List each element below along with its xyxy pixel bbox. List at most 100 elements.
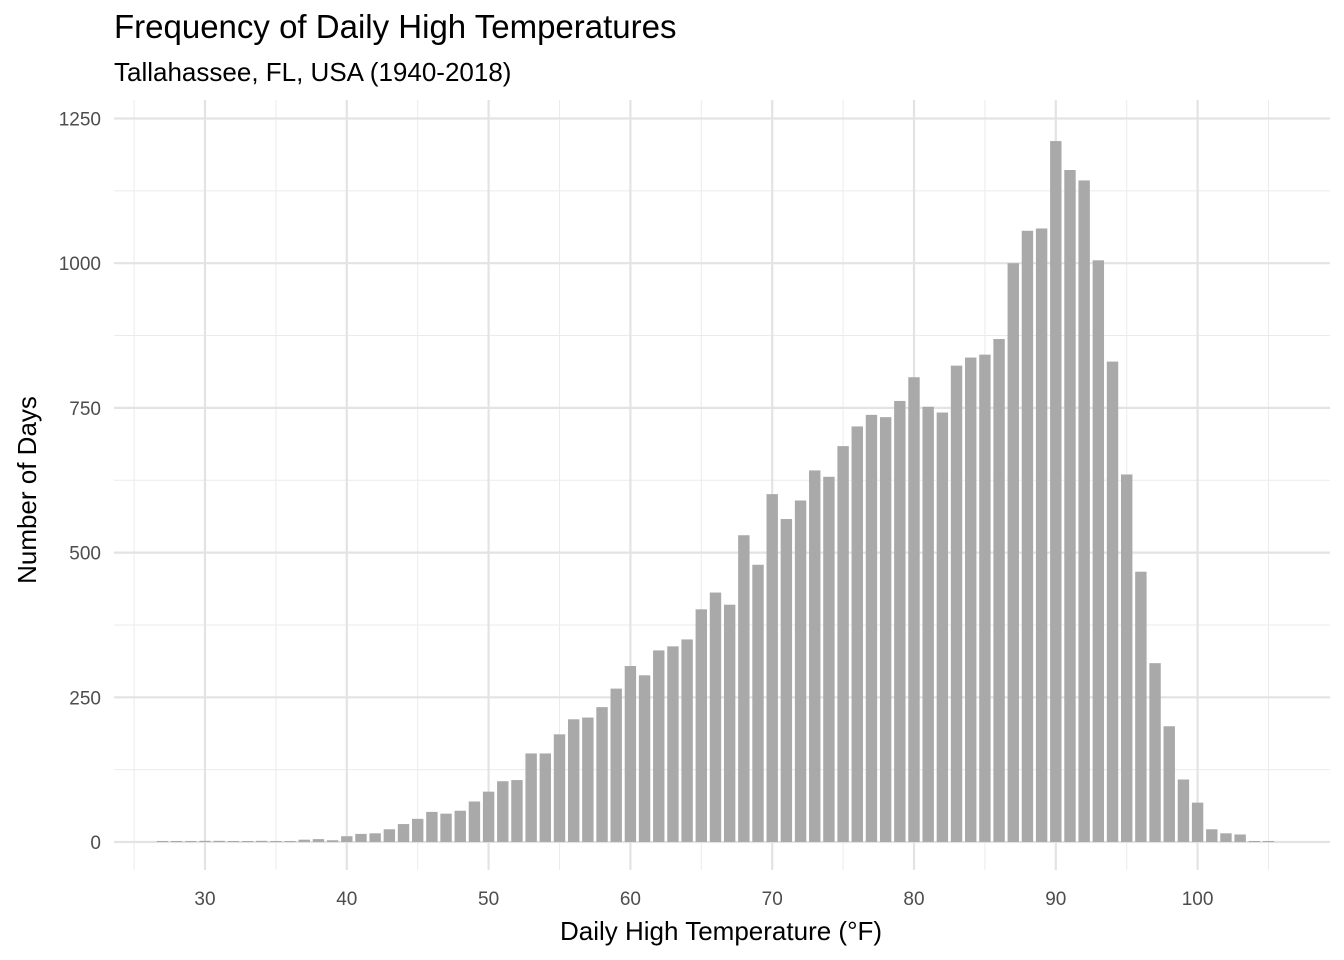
bar (851, 426, 863, 842)
bar (1135, 571, 1147, 842)
bar (794, 500, 807, 842)
bar (1064, 170, 1076, 843)
bar (525, 753, 537, 842)
bar (1007, 263, 1019, 842)
bar (397, 824, 410, 842)
y-tick-label: 750 (69, 399, 101, 420)
bar (170, 841, 183, 842)
bar (355, 833, 367, 842)
bar (468, 801, 481, 842)
bar (950, 365, 963, 842)
bar (1262, 841, 1275, 842)
x-axis-label: Daily High Temperature (°F) (560, 916, 882, 946)
bar (567, 719, 580, 842)
bar (312, 839, 325, 842)
bar (979, 354, 991, 842)
bar (156, 841, 169, 842)
bar (412, 818, 424, 842)
x-axis-ticks: 30 40 50 60 70 80 90 100 (194, 889, 1213, 910)
bar (326, 840, 339, 842)
bar (1078, 180, 1090, 843)
y-axis-ticks: 0 250 500 750 1000 1250 (59, 110, 101, 855)
bar (993, 339, 1005, 842)
bar (1021, 230, 1034, 842)
y-tick-label: 1000 (59, 254, 101, 275)
chart-title: Frequency of Daily High Temperatures (114, 8, 677, 45)
bar (440, 813, 452, 842)
bar (681, 639, 693, 842)
bar (965, 357, 977, 842)
bar (908, 377, 920, 842)
chart-subtitle: Tallahassee, FL, USA (1940-2018) (114, 57, 512, 87)
bar (1191, 802, 1204, 842)
x-tick-label: 90 (1045, 889, 1066, 910)
x-tick-label: 30 (194, 889, 215, 910)
bar (1234, 834, 1246, 842)
bar (709, 592, 722, 842)
bar (780, 519, 793, 842)
x-tick-label: 70 (762, 889, 783, 910)
bar (582, 717, 594, 842)
bar (653, 650, 665, 842)
bar (553, 734, 566, 842)
bar (298, 839, 310, 842)
bar (596, 707, 608, 842)
bar (369, 833, 381, 842)
x-tick-label: 80 (903, 889, 924, 910)
bar (539, 753, 552, 842)
bar (454, 810, 466, 842)
bar (511, 780, 523, 842)
bar (837, 446, 849, 842)
x-tick-label: 50 (478, 889, 499, 910)
bar (227, 841, 240, 842)
bar (1163, 726, 1175, 842)
bar (922, 406, 934, 842)
bar (624, 666, 637, 842)
bar (1248, 841, 1261, 842)
bar (1092, 260, 1105, 842)
bar (1106, 361, 1119, 842)
bar (752, 564, 764, 842)
bar (894, 400, 906, 842)
bar (865, 414, 878, 842)
y-tick-label: 250 (69, 688, 101, 709)
grid-lines (114, 100, 1330, 870)
bar (256, 840, 268, 842)
bar (1177, 779, 1190, 842)
bar (199, 840, 211, 842)
bar (185, 841, 197, 842)
y-axis-label: Number of Days (12, 396, 42, 584)
bar (723, 604, 736, 842)
bar (823, 476, 835, 842)
x-tick-label: 40 (336, 889, 357, 910)
bars-group (156, 141, 1275, 843)
bar (241, 841, 254, 842)
bar (213, 840, 225, 842)
bar (1050, 141, 1062, 843)
y-tick-label: 500 (69, 544, 101, 565)
bar (1220, 833, 1232, 842)
bar (383, 829, 396, 842)
bar (638, 675, 651, 842)
bar (270, 841, 282, 842)
bar (1121, 474, 1133, 842)
bar (1206, 829, 1218, 842)
y-tick-label: 0 (90, 833, 101, 854)
bar (809, 470, 821, 842)
bar (695, 609, 707, 842)
bar (766, 494, 778, 842)
bar (738, 535, 750, 842)
bar (1149, 663, 1161, 842)
x-tick-label: 60 (620, 889, 641, 910)
bar (284, 841, 296, 842)
bar (667, 646, 679, 842)
bar (497, 781, 509, 842)
y-tick-label: 1250 (59, 110, 101, 131)
bar (610, 688, 622, 842)
bar (1035, 228, 1048, 843)
x-tick-label: 100 (1182, 889, 1214, 910)
bar (879, 417, 892, 842)
bar (426, 811, 438, 842)
bar (936, 412, 949, 842)
